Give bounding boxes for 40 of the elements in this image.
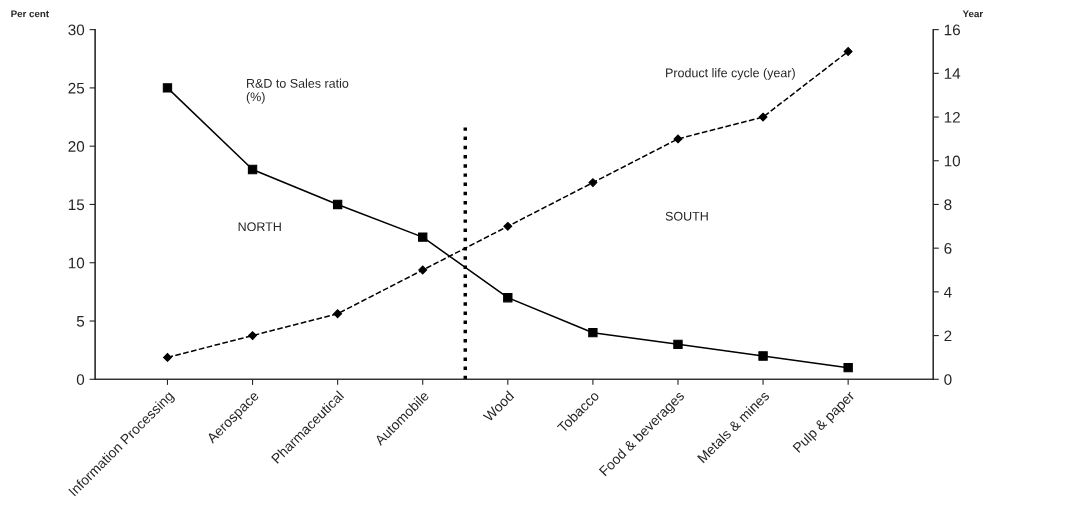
point [162,83,173,93]
y2-tick-label: 0 [944,374,952,385]
point [163,352,172,362]
point [588,178,598,188]
annotation: NORTH [238,222,281,232]
point [418,265,428,275]
point [843,362,853,373]
y-tick-label: 15 [68,199,85,211]
y-axis-title: Per cent [11,10,49,18]
y-tick-label: 20 [68,141,85,152]
point [418,232,428,242]
point [248,331,257,341]
y2-axis-title: Year [962,10,983,18]
y-tick-label: 10 [68,257,85,269]
y2-tick-label: 12 [944,111,960,123]
y2-tick-label: 14 [944,68,961,79]
y-tick-label: 30 [68,24,85,36]
point [673,339,683,350]
point [332,199,343,210]
y2-tick-label: 6 [944,243,952,254]
y-tick-label: 25 [68,82,85,94]
point [247,164,258,175]
point [588,327,598,338]
point [758,351,768,361]
y2-tick-label: 16 [944,24,960,36]
annotation: Product life cycle (year) [666,68,795,80]
annotation: R&D to Sales ratio (%) [246,78,349,104]
point [503,293,513,303]
point [758,112,768,122]
point [503,221,513,231]
point [843,47,853,56]
annotation: SOUTH [665,211,708,221]
y2-tick-label: 2 [944,330,952,342]
y-tick-label: 0 [76,374,85,385]
y2-tick-label: 10 [944,155,961,167]
point [673,134,683,144]
y-tick-label: 5 [76,316,85,327]
point [333,309,343,319]
y2-tick-label: 4 [944,286,952,298]
y2-tick-label: 8 [944,199,952,211]
